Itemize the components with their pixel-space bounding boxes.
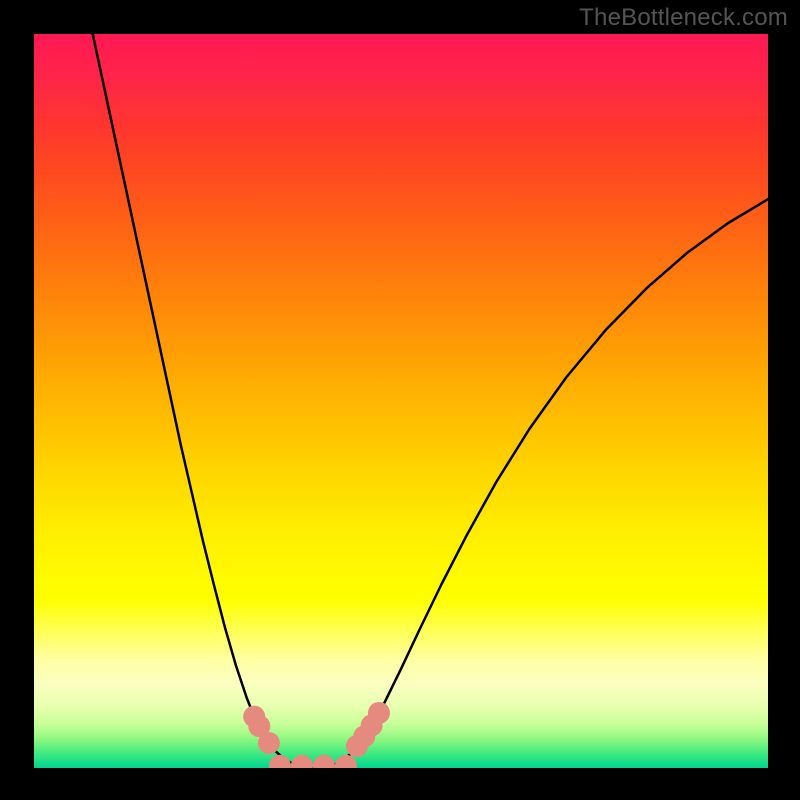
watermark-text: TheBottleneck.com <box>579 4 788 32</box>
plot-svg <box>34 34 768 768</box>
figure-root: { "watermark": { "text": "TheBottleneck.… <box>0 0 800 800</box>
plot-area <box>34 34 768 768</box>
marker-dot <box>368 702 390 724</box>
gradient-background <box>34 34 768 768</box>
marker-dot <box>258 732 280 754</box>
